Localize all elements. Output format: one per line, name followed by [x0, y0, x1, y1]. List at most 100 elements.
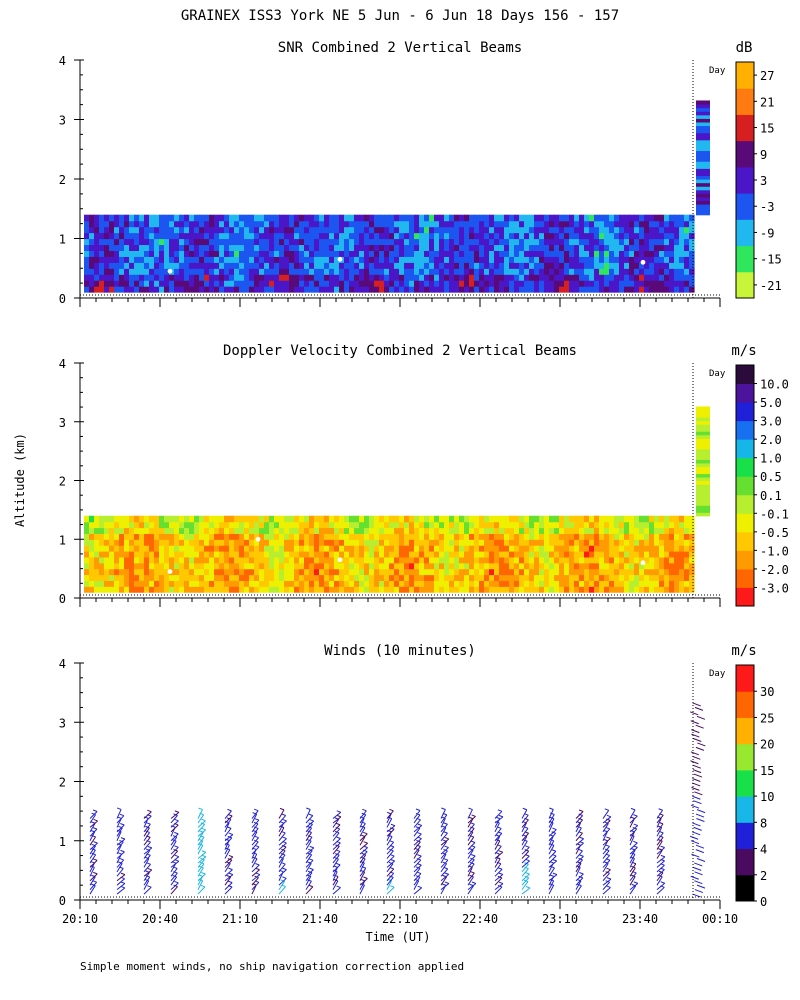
data-cell	[494, 280, 500, 287]
data-cell	[574, 527, 580, 534]
data-cell	[154, 551, 160, 558]
data-cell	[114, 280, 120, 287]
data-cell	[119, 574, 125, 581]
data-cell	[244, 280, 250, 287]
data-cell	[444, 580, 450, 587]
colorbar-swatch	[736, 457, 754, 477]
data-cell	[184, 268, 190, 275]
data-cell	[409, 574, 415, 581]
data-cell	[424, 562, 430, 570]
data-cell	[139, 256, 145, 263]
data-cell	[179, 539, 185, 546]
wind-barb	[89, 885, 96, 895]
data-cell	[564, 214, 570, 222]
wind-barb-tick	[552, 827, 557, 831]
data-cell	[199, 539, 205, 546]
data-cell	[696, 146, 710, 152]
data-cell	[319, 238, 325, 246]
data-cell	[384, 586, 390, 593]
data-cell	[89, 580, 95, 587]
colorbar-label: -3	[760, 200, 774, 214]
data-cell	[274, 238, 280, 246]
data-cell	[229, 521, 235, 529]
data-cell	[234, 250, 240, 257]
data-cell	[269, 527, 275, 534]
data-cell	[139, 574, 145, 581]
data-cell	[84, 533, 90, 540]
wind-barb-tick	[281, 813, 286, 816]
data-cell	[224, 568, 230, 576]
data-cell	[394, 262, 400, 269]
data-cell	[479, 268, 485, 275]
data-cell	[519, 527, 525, 534]
data-cell	[139, 568, 145, 576]
data-cell	[139, 533, 145, 540]
data-cell	[469, 515, 475, 523]
data-cell	[504, 238, 510, 246]
wind-barb	[278, 850, 286, 859]
data-cell	[664, 556, 670, 564]
data-cell	[394, 521, 400, 529]
data-cell	[569, 562, 575, 570]
data-cell	[319, 274, 325, 281]
data-cell	[364, 562, 370, 570]
data-cell	[539, 545, 545, 552]
data-cell	[249, 521, 255, 529]
data-cell	[314, 533, 320, 540]
data-cell	[194, 280, 200, 287]
data-cell	[649, 286, 655, 293]
data-cell	[174, 244, 180, 251]
data-cell	[674, 226, 680, 234]
wind-barb-tick	[441, 883, 446, 886]
data-cell	[574, 214, 580, 222]
data-cell	[269, 268, 275, 275]
data-cell	[419, 220, 425, 228]
data-cell	[509, 574, 515, 581]
data-cell	[344, 580, 350, 587]
data-cell	[279, 551, 285, 558]
data-cell	[94, 539, 100, 546]
data-cell	[604, 533, 610, 540]
data-cell	[464, 256, 470, 263]
data-cell	[299, 545, 305, 552]
data-cell	[229, 515, 235, 523]
data-cell	[674, 268, 680, 275]
data-cell	[194, 274, 200, 281]
data-cell	[179, 280, 185, 287]
data-cell	[519, 220, 525, 228]
data-cell	[124, 226, 130, 234]
wind-barb-tick	[630, 807, 636, 811]
data-cell	[519, 244, 525, 251]
data-cell	[589, 551, 595, 558]
data-cell	[269, 220, 275, 228]
wind-barb	[602, 816, 612, 824]
wind-barb-tick	[282, 876, 287, 879]
data-cell	[549, 274, 555, 281]
data-cell	[124, 220, 130, 228]
data-cell	[474, 274, 480, 281]
data-cell	[659, 232, 665, 240]
data-cell	[244, 220, 250, 228]
data-cell	[589, 226, 595, 234]
data-cell	[229, 574, 235, 581]
data-cell	[474, 244, 480, 251]
data-cell	[384, 280, 390, 287]
data-cell	[449, 551, 455, 558]
data-cell	[384, 274, 390, 281]
data-cell	[449, 280, 455, 287]
wind-barb-tick	[444, 836, 449, 840]
wind-barb-tick	[174, 818, 179, 822]
data-cell	[574, 556, 580, 564]
data-cell	[489, 568, 495, 576]
wind-barb	[332, 838, 341, 846]
data-cell	[204, 568, 210, 576]
wind-barb-tick	[471, 881, 477, 884]
data-cell	[654, 232, 660, 240]
wind-barb	[278, 842, 287, 851]
data-cell	[614, 262, 620, 269]
data-cell	[534, 214, 540, 222]
wind-barb	[251, 819, 260, 828]
data-cell	[149, 580, 155, 587]
data-cell	[354, 226, 360, 234]
colorbar-swatch	[736, 365, 754, 385]
